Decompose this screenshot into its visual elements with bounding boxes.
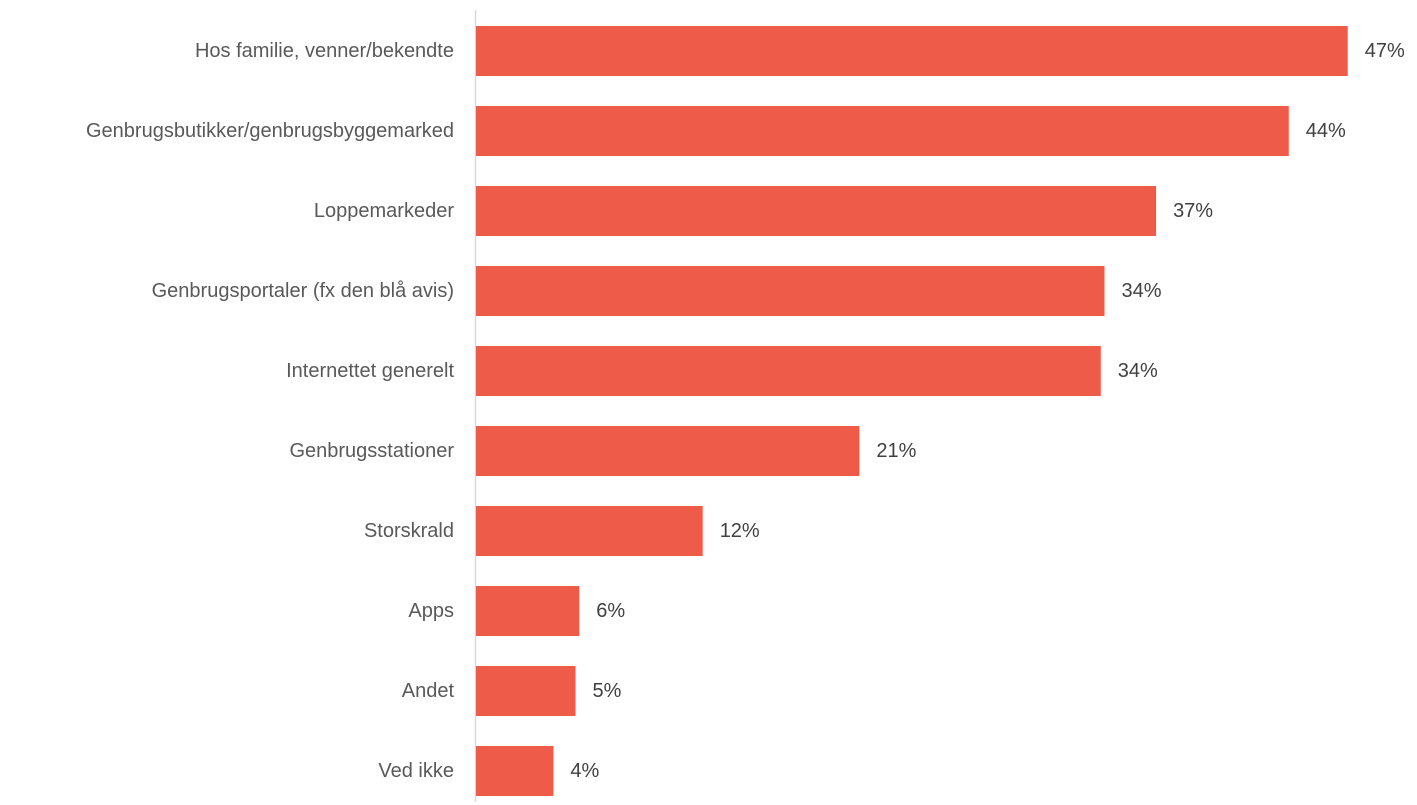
- value-label-8: 5%: [593, 680, 622, 702]
- bar-7: [476, 586, 580, 636]
- bar-5: [476, 426, 860, 476]
- value-label-3: 34%: [1121, 280, 1161, 302]
- value-label-6: 12%: [720, 520, 760, 542]
- value-label-7: 6%: [596, 600, 625, 622]
- category-labels-group: Hos familie, venner/bekendte Genbrugsbuti…: [86, 40, 454, 782]
- value-label-9: 4%: [570, 760, 599, 782]
- value-label-1: 44%: [1306, 120, 1346, 142]
- bars-group: [476, 26, 1348, 796]
- value-label-2: 37%: [1173, 200, 1213, 222]
- bar-6: [476, 506, 703, 556]
- category-label-6: Storskrald: [364, 520, 454, 542]
- category-label-9: Ved ikke: [378, 760, 454, 782]
- category-label-7: Apps: [408, 600, 454, 622]
- category-label-2: Loppemarkeder: [314, 200, 454, 222]
- bar-8: [476, 666, 576, 716]
- category-label-0: Hos familie, venner/bekendte: [195, 40, 454, 62]
- bar-3: [476, 266, 1105, 316]
- category-label-4: Internettet generelt: [286, 360, 454, 382]
- bar-9: [476, 746, 554, 796]
- value-label-4: 34%: [1118, 360, 1158, 382]
- value-labels-group: 47% 44% 37% 34% 34% 21% 12% 6% 5% 4%: [570, 40, 1405, 782]
- category-label-3: Genbrugsportaler (fx den blå avis): [152, 280, 454, 302]
- category-label-1: Genbrugsbutikker/genbrugsbyggemarked: [86, 120, 454, 142]
- bar-1: [476, 106, 1289, 156]
- bar-0: [476, 26, 1348, 76]
- category-label-8: Andet: [402, 680, 455, 702]
- bar-2: [476, 186, 1157, 236]
- value-label-0: 47%: [1365, 40, 1405, 62]
- category-label-5: Genbrugsstationer: [289, 440, 454, 462]
- bar-4: [476, 346, 1101, 396]
- value-label-5: 21%: [876, 440, 916, 462]
